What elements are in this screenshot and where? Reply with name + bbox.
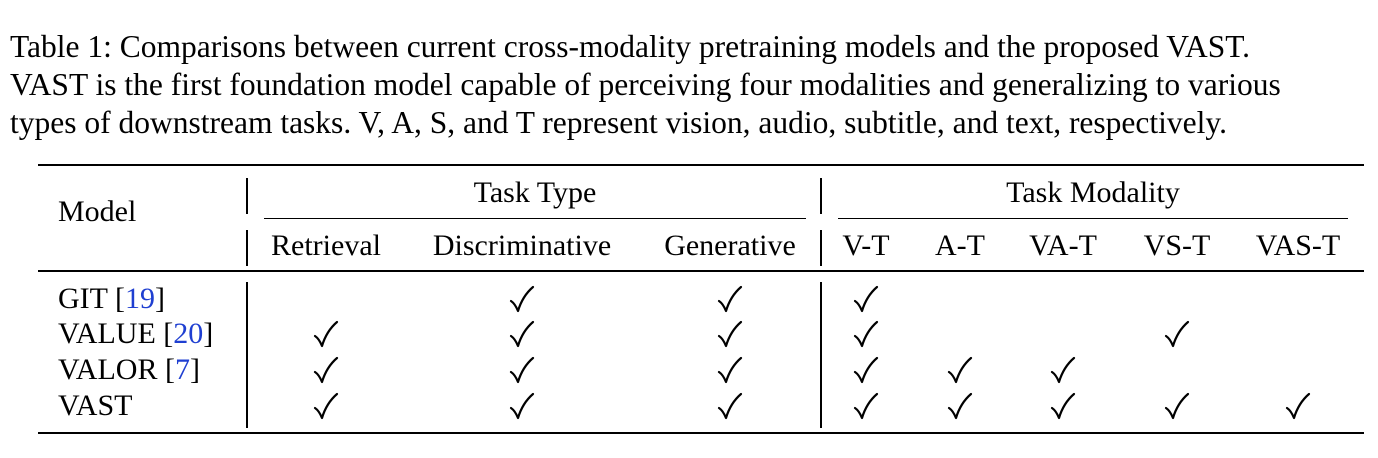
checkmark-icon <box>1164 391 1190 421</box>
checkmark-icon <box>509 284 535 314</box>
checkmark-icon <box>1050 355 1076 385</box>
task-modality-header: Task Modality <box>1006 176 1180 209</box>
model-separator-body <box>246 282 248 428</box>
model-name-cell: GIT [19] <box>58 282 165 315</box>
checkmark-icon <box>853 391 879 421</box>
column-header-a-t: A-T <box>935 229 985 262</box>
column-header-retrieval: Retrieval <box>271 229 381 262</box>
model-separator-header-bottom <box>246 230 248 266</box>
model-name: VALUE <box>58 317 156 350</box>
model-name: VAST <box>58 389 133 422</box>
model-name: GIT <box>58 282 108 315</box>
column-header-generative: Generative <box>664 229 796 262</box>
checkmark-icon <box>717 319 743 349</box>
model-header: Model <box>58 195 137 228</box>
checkmark-icon <box>947 391 973 421</box>
checkmark-icon <box>717 355 743 385</box>
checkmark-icon <box>853 319 879 349</box>
table-caption: Table 1: Comparisons between current cro… <box>10 28 1378 142</box>
bottom-rule <box>38 432 1364 435</box>
checkmark-icon <box>313 355 339 385</box>
column-header-v-t: V-T <box>842 229 890 262</box>
caption-line-3: types of downstream tasks. V, A, S, and … <box>10 105 1227 140</box>
checkmark-icon <box>1164 319 1190 349</box>
checkmark-icon <box>509 319 535 349</box>
model-name: VALOR <box>58 353 158 386</box>
checkmark-icon <box>313 319 339 349</box>
task-type-header: Task Type <box>473 176 597 209</box>
checkmark-icon <box>1050 391 1076 421</box>
caption-line-2: VAST is the first foundation model capab… <box>10 67 1281 102</box>
checkmark-icon <box>509 355 535 385</box>
checkmark-icon <box>717 284 743 314</box>
top-rule <box>38 164 1364 167</box>
group-separator-body <box>820 282 822 428</box>
model-name-cell: VAST <box>58 389 132 423</box>
caption-line-1: Table 1: Comparisons between current cro… <box>10 29 1251 64</box>
checkmark-icon <box>947 355 973 385</box>
citation-link[interactable]: 7 <box>174 353 190 386</box>
checkmark-icon <box>509 391 535 421</box>
model-separator-header-top <box>246 178 248 214</box>
citation-link[interactable]: 20 <box>173 317 204 350</box>
group-separator-header-top <box>820 178 822 214</box>
column-header-vas-t: VAS-T <box>1255 229 1341 262</box>
column-header-vs-t: VS-T <box>1143 229 1211 262</box>
column-header-discriminative: Discriminative <box>432 229 612 262</box>
checkmark-icon <box>1285 391 1311 421</box>
group-separator-header-bottom <box>820 230 822 266</box>
checkmark-icon <box>853 284 879 314</box>
checkmark-icon <box>853 355 879 385</box>
task-type-cmidrule <box>264 218 806 220</box>
model-name-cell: VALOR [7] <box>58 353 200 386</box>
header-rule <box>38 270 1364 272</box>
model-name-cell: VALUE [20] <box>58 317 214 350</box>
checkmark-icon <box>313 391 339 421</box>
citation-link[interactable]: 19 <box>124 282 155 315</box>
column-header-va-t: VA-T <box>1029 229 1097 262</box>
checkmark-icon <box>717 391 743 421</box>
task-modality-cmidrule <box>838 218 1348 220</box>
